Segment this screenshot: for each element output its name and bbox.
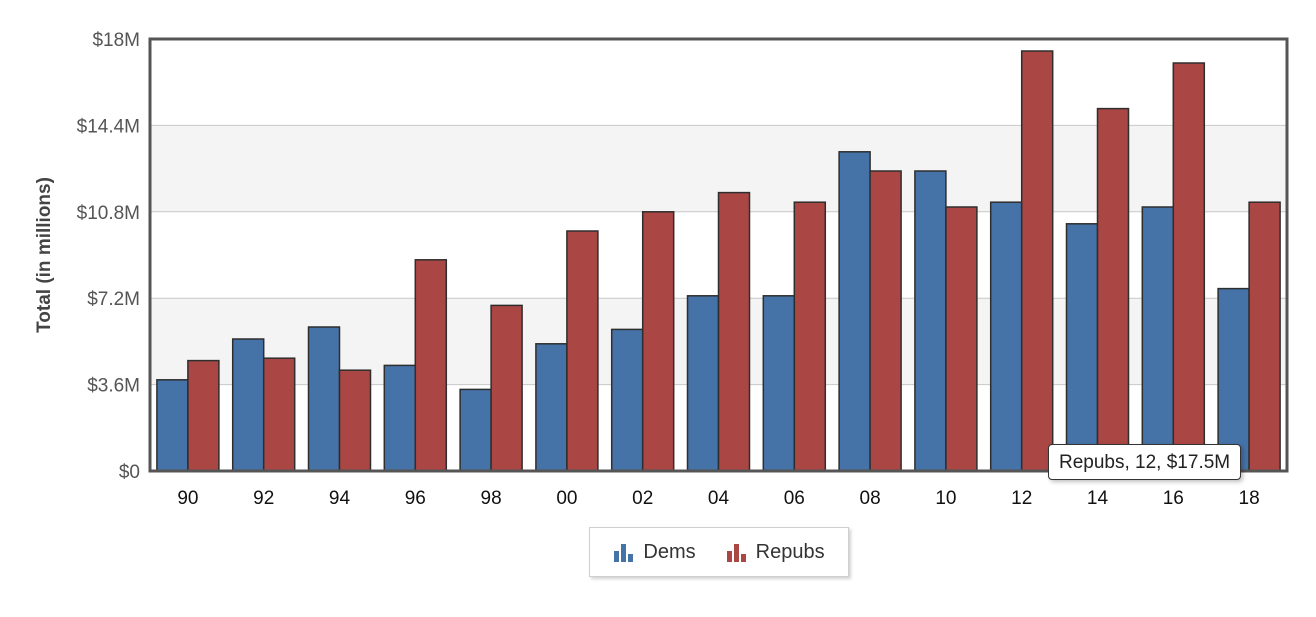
x-tick-label: 92 bbox=[253, 488, 274, 509]
x-tick-label: 98 bbox=[481, 488, 502, 509]
bar-dems bbox=[307, 326, 341, 472]
legend-label-repubs: Repubs bbox=[755, 540, 825, 563]
y-tick-label: $7.2M bbox=[87, 289, 140, 310]
y-tick-label: $0 bbox=[119, 462, 140, 483]
bar-dems bbox=[838, 151, 871, 472]
legend-item-dems[interactable]: Dems bbox=[613, 540, 696, 564]
x-tick-label: 16 bbox=[1163, 488, 1184, 509]
bar-repubs bbox=[641, 211, 675, 472]
y-tick-label: $14.4M bbox=[77, 116, 140, 137]
x-tick-label: 18 bbox=[1239, 488, 1260, 509]
bar-dems bbox=[989, 201, 1023, 472]
tooltip: Repubs, 12, $17.5M bbox=[1048, 444, 1242, 480]
x-tick-label: 06 bbox=[784, 488, 805, 509]
bar-dems bbox=[762, 295, 796, 472]
bar-repubs bbox=[793, 201, 827, 472]
y-tick-label: $3.6M bbox=[87, 376, 140, 397]
bar-repubs bbox=[1096, 107, 1130, 472]
x-tick-label: 02 bbox=[632, 488, 653, 509]
bar-repubs bbox=[1172, 62, 1206, 472]
x-tick-label: 08 bbox=[860, 488, 881, 509]
bar-repubs bbox=[338, 369, 372, 472]
x-tick-label: 94 bbox=[329, 488, 351, 509]
legend-item-repubs[interactable]: Repubs bbox=[726, 541, 825, 564]
bar-repubs bbox=[566, 230, 599, 472]
bar-chart-icon bbox=[614, 544, 634, 562]
bar-repubs bbox=[187, 359, 220, 472]
bar-repubs bbox=[869, 170, 902, 472]
bar-repubs bbox=[1248, 201, 1281, 472]
bar-dems bbox=[231, 338, 265, 472]
bar-dems bbox=[383, 364, 417, 472]
bar-repubs bbox=[1020, 50, 1054, 472]
bar-repubs bbox=[262, 357, 296, 472]
x-tick-label: 96 bbox=[405, 488, 426, 509]
bar-dems bbox=[156, 379, 189, 472]
x-tick-label: 14 bbox=[1087, 488, 1109, 509]
x-tick-label: 00 bbox=[556, 488, 577, 509]
bar-dems bbox=[1065, 223, 1099, 472]
bar-dems bbox=[1141, 206, 1175, 472]
bar-dems bbox=[686, 295, 720, 472]
bar-dems bbox=[459, 388, 492, 472]
plot-border bbox=[148, 37, 1289, 473]
y-axis-label: Total (in millions) bbox=[34, 177, 55, 333]
bar-repubs bbox=[945, 206, 978, 472]
x-tick-label: 12 bbox=[1011, 488, 1032, 509]
x-tick-label: 04 bbox=[708, 488, 730, 509]
legend-label-dems: Dems bbox=[643, 540, 696, 563]
bar-dems bbox=[610, 328, 644, 472]
bar-chart-icon bbox=[726, 544, 746, 562]
bar-repubs bbox=[717, 191, 751, 472]
y-tick-label: $10.8M bbox=[77, 203, 140, 224]
bar-dems bbox=[914, 170, 947, 472]
x-tick-label: 90 bbox=[177, 488, 198, 509]
x-tick-label: 10 bbox=[935, 488, 956, 509]
legend: Dems Repubs bbox=[589, 527, 849, 577]
bar-dems bbox=[1217, 287, 1250, 472]
y-tick-label: $18M bbox=[92, 30, 140, 51]
bar-dems bbox=[535, 343, 568, 472]
bar-repubs bbox=[490, 304, 523, 472]
bar-repubs bbox=[414, 259, 448, 472]
